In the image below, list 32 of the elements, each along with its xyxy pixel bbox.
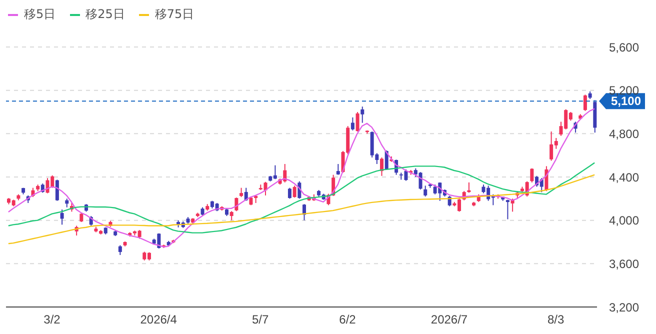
candlestick	[506, 199, 510, 220]
y-tick-label: 3,200	[609, 300, 640, 314]
candlestick	[380, 157, 384, 176]
candlestick	[240, 187, 244, 198]
x-tick-label: 2026/7	[430, 312, 468, 327]
x-tick-label: 8/3	[547, 312, 564, 327]
candlestick	[288, 187, 292, 200]
candlestick	[360, 106, 364, 124]
candlestick	[60, 209, 64, 226]
y-tick-label: 4,400	[609, 170, 640, 184]
x-tick-label: 5/7	[252, 312, 269, 327]
candlestick	[356, 112, 360, 132]
x-tick-label: 2026/4	[140, 312, 178, 327]
candlestick	[55, 179, 59, 202]
candlestick	[292, 185, 296, 198]
x-tick-label: 3/2	[44, 312, 61, 327]
x-tick-label: 6/2	[339, 312, 356, 327]
candlestick	[230, 210, 234, 221]
candlestick	[118, 244, 122, 256]
candlestick	[234, 197, 238, 212]
y-tick-label: 4,800	[609, 126, 640, 141]
legend-label: 移5日	[24, 6, 56, 23]
y-tick-label: 4,000	[609, 214, 640, 228]
candlestick	[336, 164, 340, 176]
candlestick	[530, 168, 534, 183]
legend-label: 移25日	[86, 6, 125, 23]
y-tick-label: 3,600	[609, 256, 640, 271]
y-tick-label: 5,600	[609, 40, 640, 54]
candlestick	[424, 185, 428, 197]
candlestick	[350, 116, 354, 131]
candlestick	[583, 94, 587, 112]
legend-label: 移75日	[154, 6, 194, 23]
